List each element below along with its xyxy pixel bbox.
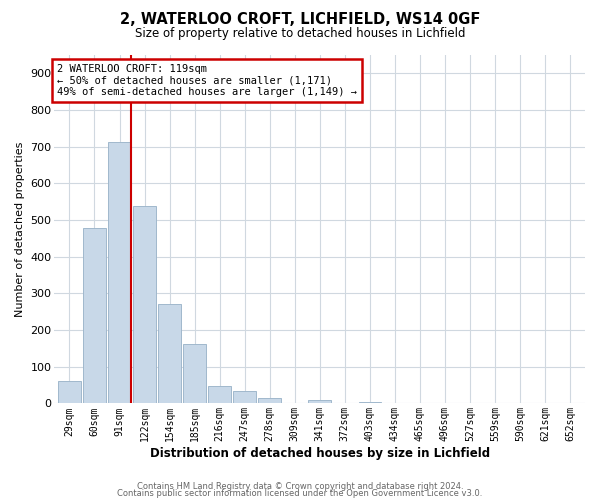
Bar bbox=[259, 398, 281, 404]
Text: Contains HM Land Registry data © Crown copyright and database right 2024.: Contains HM Land Registry data © Crown c… bbox=[137, 482, 463, 491]
Text: Contains public sector information licensed under the Open Government Licence v3: Contains public sector information licen… bbox=[118, 490, 482, 498]
Bar bbox=[133, 206, 156, 404]
Bar bbox=[58, 382, 81, 404]
X-axis label: Distribution of detached houses by size in Lichfield: Distribution of detached houses by size … bbox=[149, 447, 490, 460]
Bar bbox=[208, 386, 231, 404]
Bar bbox=[184, 344, 206, 404]
Bar bbox=[359, 402, 381, 404]
Bar bbox=[158, 304, 181, 404]
Bar bbox=[108, 142, 131, 404]
Bar bbox=[308, 400, 331, 404]
Text: Size of property relative to detached houses in Lichfield: Size of property relative to detached ho… bbox=[135, 28, 465, 40]
Bar bbox=[83, 228, 106, 404]
Y-axis label: Number of detached properties: Number of detached properties bbox=[15, 142, 25, 317]
Text: 2 WATERLOO CROFT: 119sqm
← 50% of detached houses are smaller (1,171)
49% of sem: 2 WATERLOO CROFT: 119sqm ← 50% of detach… bbox=[57, 64, 357, 97]
Bar bbox=[233, 390, 256, 404]
Text: 2, WATERLOO CROFT, LICHFIELD, WS14 0GF: 2, WATERLOO CROFT, LICHFIELD, WS14 0GF bbox=[120, 12, 480, 28]
